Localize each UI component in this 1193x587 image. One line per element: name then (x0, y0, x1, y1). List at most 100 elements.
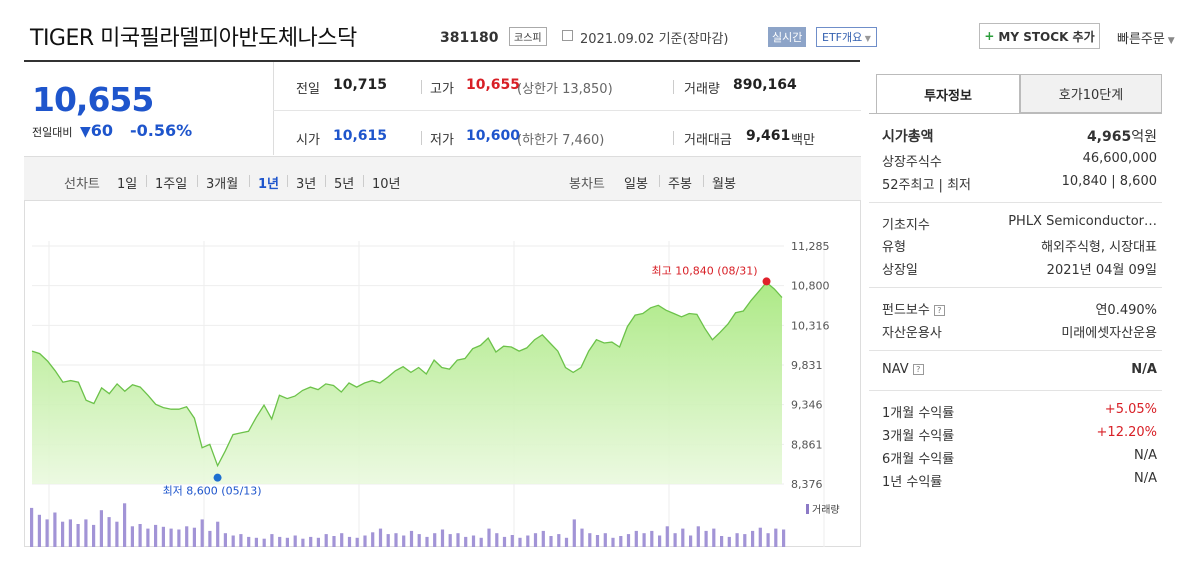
header-divider (24, 60, 860, 62)
volume-bar (572, 519, 576, 547)
volume-bar (223, 533, 227, 547)
etf-overview-dropdown[interactable]: ETF개요 ▼ (816, 27, 877, 47)
volume-bar (510, 535, 514, 547)
volume-bar (254, 537, 258, 547)
tab-3y[interactable]: 3년 (296, 177, 317, 192)
return-1m-value: +5.05% (1104, 402, 1157, 417)
tab-invest-info[interactable]: 투자정보 (876, 74, 1020, 113)
volume-bar (696, 526, 700, 547)
divider (673, 131, 674, 145)
volume-bar (363, 535, 367, 547)
volume-bar (386, 534, 390, 547)
volume-bar (766, 533, 770, 547)
return-6m-label: 6개월 수익률 (882, 452, 955, 467)
volume-bar (417, 534, 421, 547)
help-icon[interactable]: ? (912, 364, 924, 375)
tab-monthly[interactable]: 월봉 (712, 177, 736, 192)
chevron-down-icon: ▼ (1164, 36, 1175, 46)
tab-1w[interactable]: 1주일 (155, 177, 188, 192)
index-value: PHLX Semiconductor… (1008, 214, 1157, 229)
volume-bar (92, 524, 96, 547)
return-3m-row: 3개월 수익률 +12.20% (882, 425, 1157, 444)
divider (421, 131, 422, 145)
volume-bar (673, 533, 677, 547)
volume-bar (735, 533, 739, 547)
volume-bar (704, 530, 708, 547)
divider (703, 175, 704, 187)
volume-bar (301, 538, 305, 547)
current-price: 10,655 (32, 80, 154, 119)
tab-orderbook[interactable]: 호가10단계 (1020, 74, 1162, 113)
volume-bar (712, 528, 716, 547)
volume-bar (53, 512, 57, 547)
volume-bar (138, 524, 142, 547)
volume-bar (231, 535, 235, 547)
volume-bar (782, 529, 786, 547)
y-tick-label: 8,376 (791, 478, 823, 491)
volume-bar (177, 529, 181, 547)
volume-bar (107, 517, 111, 547)
volume-label: 거래량 (684, 82, 720, 97)
volume-bar (239, 534, 243, 547)
tab-1y[interactable]: 1년 (258, 177, 280, 192)
help-icon[interactable]: ? (933, 305, 945, 316)
lower-limit: (하한가 7,460) (517, 133, 605, 148)
return-6m-value: N/A (1134, 448, 1157, 463)
volume-bar (619, 536, 623, 547)
volume-bar (487, 528, 491, 547)
volume-bar (479, 537, 483, 547)
volume-bar (557, 534, 561, 547)
volume-bar (84, 519, 88, 547)
volume-bar (324, 534, 328, 547)
volume-bar (727, 536, 731, 547)
volume-bar (502, 536, 507, 547)
add-my-stock-button[interactable]: + MY STOCK 추가 (979, 23, 1100, 49)
shares-value: 46,600,000 (1082, 151, 1157, 166)
volume-bar (526, 535, 530, 547)
volume-bar (309, 536, 313, 547)
volume-bar (371, 532, 375, 547)
down-triangle-icon: ▼ (80, 124, 91, 140)
volume-bar (603, 533, 607, 547)
stock-title: TIGER 미국필라델피아반도체나스닥 (30, 26, 357, 51)
y-tick-label: 8,861 (791, 438, 823, 451)
divider (869, 202, 1162, 203)
volume-bar (774, 528, 778, 547)
volume-bar (580, 528, 584, 547)
volume-bar (45, 519, 49, 547)
high-annotation: 최고 10,840 (08/31) (652, 264, 758, 277)
realtime-button[interactable]: 실시간 (768, 27, 807, 47)
plus-icon: + (984, 29, 995, 43)
volume-bar (642, 533, 646, 547)
quick-order-link[interactable]: 빠른주문 ▼ (1117, 28, 1175, 47)
volume-bar (751, 530, 755, 547)
open-value: 10,615 (333, 128, 388, 144)
tab-5y[interactable]: 5년 (334, 177, 355, 192)
upper-limit: (상한가 13,850) (517, 82, 613, 97)
tab-10y[interactable]: 10년 (372, 177, 401, 192)
divider (869, 350, 1162, 351)
volume-bar (720, 536, 724, 547)
tab-weekly[interactable]: 주봉 (668, 177, 692, 192)
manager-value: 미래에셋자산운용 (1061, 326, 1157, 341)
tab-daily[interactable]: 일봉 (624, 177, 648, 192)
volume-bar (285, 537, 289, 547)
tab-3m[interactable]: 3개월 (206, 177, 239, 192)
volume-bar (332, 536, 336, 547)
volume-bar (611, 537, 615, 547)
return-6m-row: 6개월 수익률 N/A (882, 448, 1157, 467)
volume-bar (650, 530, 654, 547)
y-tick-label: 9,346 (791, 399, 823, 412)
volume-bar (533, 533, 538, 547)
prev-close-value: 10,715 (333, 77, 388, 93)
divider (869, 113, 1162, 114)
volume-bar (30, 507, 34, 547)
volume-bar (425, 536, 429, 547)
change-value: ▼60 (80, 121, 113, 140)
volume-bar (185, 526, 189, 547)
etf-overview-label: ETF개요 (822, 31, 863, 44)
volume-bar (169, 528, 173, 547)
tab-1d[interactable]: 1일 (117, 177, 138, 192)
volume-bar (518, 537, 522, 547)
